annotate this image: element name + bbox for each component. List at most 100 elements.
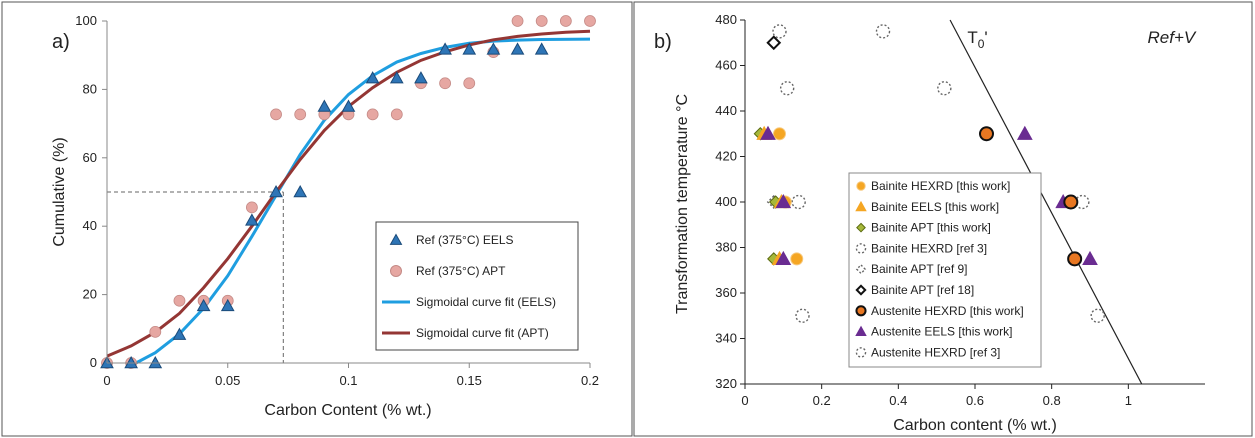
- legend-label: Austenite HEXRD [this work]: [871, 304, 1024, 318]
- data-point: [875, 24, 891, 39]
- panel-a-label: a): [52, 31, 70, 53]
- apt-point: [535, 15, 548, 27]
- eels-point: [172, 327, 187, 340]
- eels-point: [148, 355, 163, 369]
- chart-a-legend: Ref (375°C) EELS Ref (375°C) APT Sigmoidal…: [375, 221, 579, 351]
- x-tick-label: 0.4: [889, 393, 907, 408]
- chart-b-x-label: Carbon content (% wt.): [893, 417, 1057, 434]
- data-point: [1090, 308, 1105, 323]
- y-tick-label: 420: [715, 149, 737, 164]
- chart-a-points: [100, 15, 596, 369]
- chart-a-x-label: Carbon Content (% wt.): [264, 402, 431, 419]
- y-tick-label: 440: [715, 103, 737, 118]
- annotation: T0': [967, 28, 987, 51]
- eels-point: [269, 184, 283, 198]
- x-tick-label: 0.2: [813, 393, 831, 408]
- eels-point: [317, 99, 332, 112]
- apt-point: [439, 77, 452, 90]
- apt-point: [149, 325, 162, 338]
- legend-label: Bainite APT [ref 9]: [871, 262, 968, 276]
- eels-point: [486, 42, 501, 55]
- legend-label: Bainite HEXRD [ref 3]: [871, 241, 987, 255]
- eels-point: [510, 42, 525, 55]
- apt-point: [584, 15, 596, 27]
- eels-point: [196, 298, 211, 312]
- data-point: [779, 81, 795, 96]
- data-point: [791, 194, 806, 210]
- chart-b-legend: Bainite HEXRD [this work] Bainite EELS [t…: [848, 172, 1042, 368]
- legend-label: Bainite APT [ref 18]: [871, 283, 974, 297]
- eels-point: [365, 71, 380, 84]
- legend-label: Bainite HEXRD [this work]: [871, 179, 1010, 193]
- legend-swatch: [855, 325, 867, 337]
- apt-point: [294, 108, 307, 121]
- y-tick-label: 460: [715, 58, 737, 73]
- chart-a-ticks: 0 0.05 0.1 0.15 0.2 0 20 40 60 80 100: [75, 13, 599, 388]
- y-tick-label: 400: [715, 194, 737, 209]
- apt-point: [245, 201, 258, 214]
- legend-label: Austenite EELS [this work]: [871, 325, 1012, 339]
- legend-swatch: [390, 265, 402, 277]
- apt-point: [173, 294, 186, 307]
- data-point: [979, 126, 994, 142]
- eels-point: [220, 298, 235, 312]
- chart-b-y-label: Transformation temperature °C: [674, 94, 691, 314]
- eels-point: [438, 42, 452, 55]
- eels-point: [293, 184, 308, 198]
- eels-point: [389, 71, 404, 84]
- legend-swatch: [855, 200, 867, 212]
- legend-label: Austenite HEXRD [ref 3]: [871, 345, 1000, 359]
- y-tick-label: 380: [715, 240, 737, 255]
- panel-b-frame: [633, 1, 1253, 437]
- legend-swatch: [855, 305, 867, 317]
- y-tick-label: 480: [715, 12, 737, 27]
- chart-b-t0-line: [949, 19, 1143, 385]
- legend-swatch: [856, 222, 866, 233]
- y-tick-label: 60: [83, 150, 97, 165]
- chart-b-ticks: 0 0.2 0.4 0.6 0.8 1 320 340 360 380 400 420 440 460 48…: [715, 12, 1132, 408]
- y-tick-label: 100: [75, 13, 97, 28]
- data-point: [773, 127, 786, 141]
- x-tick-label: 0.6: [966, 393, 984, 408]
- legend-swatch: [389, 233, 403, 245]
- annotation: Ref+V: [1148, 28, 1197, 47]
- y-tick-label: 360: [715, 285, 737, 300]
- y-tick-label: 80: [83, 81, 97, 96]
- data-point: [772, 24, 787, 39]
- data-point: [1063, 194, 1079, 210]
- y-tick-label: 40: [83, 218, 97, 233]
- legend-swatch: [855, 284, 867, 296]
- legend-label: Ref (375°C) APT: [416, 264, 506, 278]
- chart-a-y-label: Cumulative (%): [51, 137, 68, 246]
- x-tick-label: 1: [1125, 393, 1132, 408]
- x-tick-label: 0.8: [1043, 393, 1061, 408]
- x-tick-label: 0: [741, 393, 748, 408]
- t0-line: [949, 19, 1143, 385]
- y-tick-label: 340: [715, 331, 737, 346]
- chart-b: b) 0 0.2 0.4 0.6 0.8 1 320 340 360 380 400 420 440 46…: [654, 12, 1205, 434]
- apt-point: [463, 77, 476, 90]
- data-point: [760, 125, 776, 140]
- apt-point: [366, 108, 379, 121]
- data-point: [795, 308, 810, 323]
- y-tick-label: 320: [715, 376, 737, 391]
- apt-point: [559, 15, 572, 27]
- chart-a: a) 0 0.05 0.1 0.15 0.2 0 20 40 60 80 100 Carbon Co…: [51, 13, 599, 419]
- eels-point: [414, 71, 428, 84]
- x-tick-label: 0.2: [581, 373, 599, 388]
- x-tick-label: 0.15: [457, 373, 482, 388]
- legend-label: Ref (375°C) EELS: [416, 233, 514, 247]
- legend-label: Sigmoidal curve fit (APT): [416, 326, 549, 340]
- data-point: [766, 35, 782, 51]
- y-tick-label: 20: [83, 287, 97, 302]
- legend-swatch: [855, 264, 867, 275]
- data-point: [775, 193, 792, 209]
- chart-b-points: [753, 24, 1105, 323]
- panel-b-label: b): [654, 31, 672, 53]
- x-tick-label: 0.1: [339, 373, 357, 388]
- data-point: [1082, 250, 1098, 265]
- legend-swatch: [856, 181, 866, 191]
- x-tick-label: 0: [103, 373, 110, 388]
- apt-point: [511, 15, 524, 27]
- apt-point: [270, 108, 282, 121]
